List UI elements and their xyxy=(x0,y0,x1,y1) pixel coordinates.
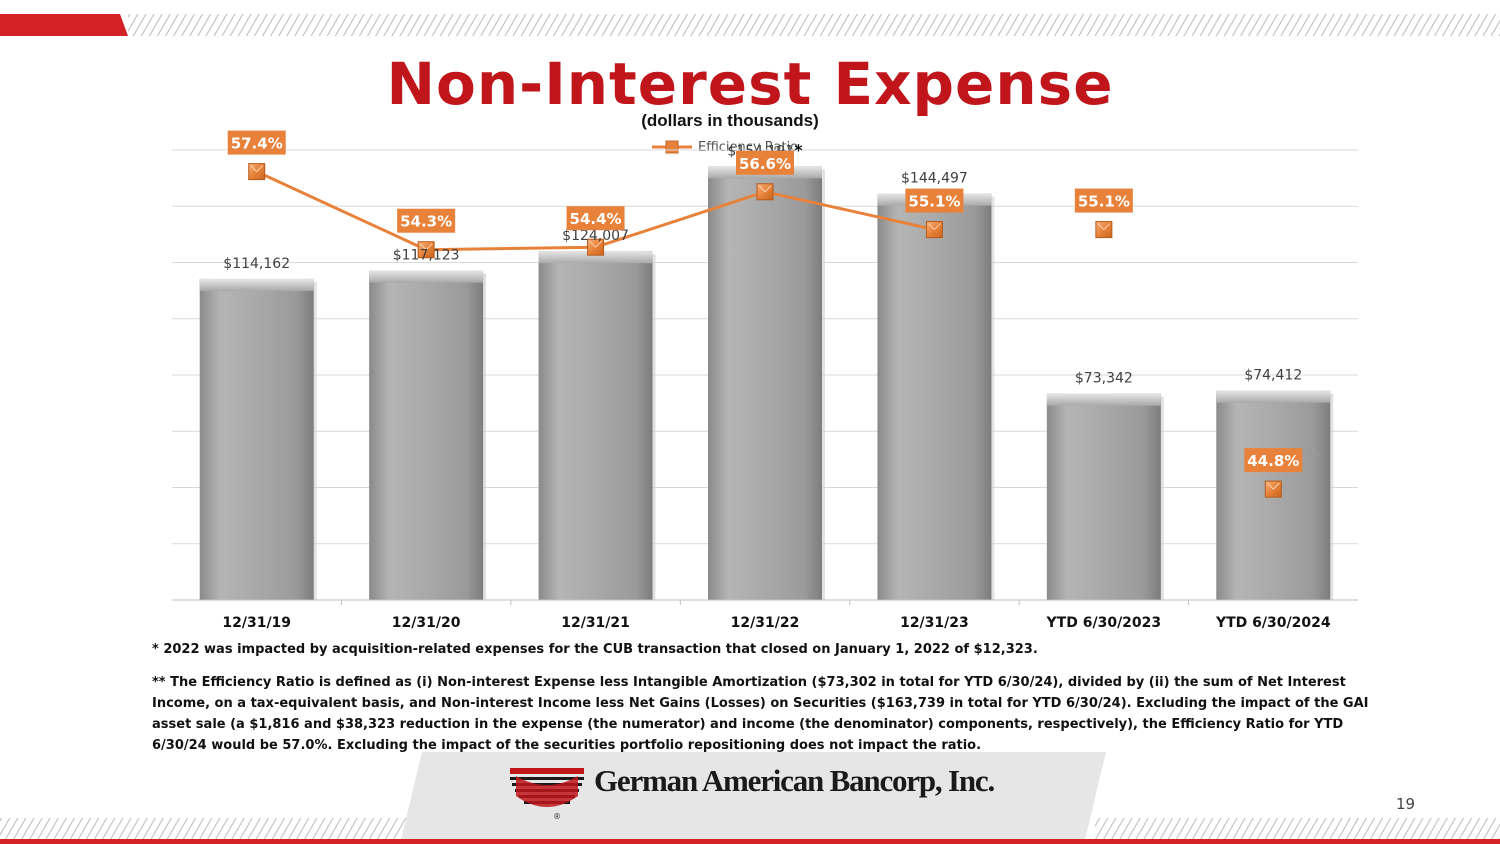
bar-bevel xyxy=(1216,390,1331,403)
bar-body xyxy=(538,251,653,600)
efficiency-ratio-marker xyxy=(756,183,774,201)
x-tick-label: YTD 6/30/2024 xyxy=(1215,615,1331,631)
bar-bevel xyxy=(1046,393,1161,406)
bar-body xyxy=(199,278,314,600)
bar xyxy=(538,251,656,600)
bar-body xyxy=(369,270,484,600)
efficiency-ratio-value: 55.1% xyxy=(1078,193,1130,211)
bar-bevel xyxy=(369,270,484,283)
x-tick-label: YTD 6/30/2023 xyxy=(1046,615,1162,631)
bar-body xyxy=(708,166,822,600)
label-box xyxy=(736,150,794,175)
efficiency-ratio-marker xyxy=(1264,480,1282,498)
bar xyxy=(1216,390,1334,600)
slide-subtitle: (dollars in thousands) xyxy=(641,111,819,130)
label-box xyxy=(1244,448,1303,473)
efficiency-ratio-value: 54.3% xyxy=(400,213,452,231)
x-tick-label: 12/31/20 xyxy=(392,615,461,631)
bar-value-label: $124,007 xyxy=(562,228,629,244)
efficiency-ratio-label: 44.8% ** xyxy=(1244,448,1323,473)
efficiency-ratio-value: 44.8% xyxy=(1247,452,1299,470)
bar-body xyxy=(877,193,992,601)
bar xyxy=(708,166,825,600)
bar-value-label: $117,123 xyxy=(393,248,460,264)
marker-bevel xyxy=(928,223,941,231)
efficiency-ratio-marker xyxy=(587,238,605,256)
x-tick-label: 12/31/21 xyxy=(561,615,630,631)
marker-bevel xyxy=(1097,223,1111,231)
efficiency-ratio-mark: ** xyxy=(1306,451,1323,466)
efficiency-ratio-value: 55.1% xyxy=(908,193,960,211)
bar-bevel xyxy=(538,251,653,264)
marker-bevel xyxy=(589,240,602,248)
bar xyxy=(1046,393,1164,600)
efficiency-ratio-marker xyxy=(1095,221,1113,239)
label-box xyxy=(1074,188,1133,213)
label-box xyxy=(905,188,964,213)
efficiency-ratio-label: 54.3% xyxy=(397,208,456,233)
page-number: 19 xyxy=(1396,795,1416,813)
efficiency-ratio-marker xyxy=(417,241,435,259)
bar xyxy=(877,193,995,601)
bar-label-mark: * xyxy=(794,140,803,159)
footnote-acquisition: * 2022 was impacted by acquisition-relat… xyxy=(152,642,1038,657)
bottom-hatch-left xyxy=(0,818,410,840)
efficiency-ratio-marker xyxy=(925,221,943,239)
bar-value-label: $144,497 xyxy=(901,171,968,187)
bar-body xyxy=(1046,393,1161,600)
bar xyxy=(369,270,487,600)
top-hatch-band xyxy=(128,14,1500,36)
x-tick-label: 12/31/23 xyxy=(900,615,969,631)
marker-bevel xyxy=(1266,482,1280,490)
label-box xyxy=(227,130,286,155)
bottom-red-rule xyxy=(0,839,1500,844)
efficiency-ratio-value: 57.4% xyxy=(231,135,283,153)
marker-bevel xyxy=(419,243,433,251)
slide-title: Non-Interest Expense xyxy=(386,50,1114,118)
logo-band xyxy=(400,752,1106,844)
marker-bevel xyxy=(758,185,772,193)
bottom-hatch-right xyxy=(1095,818,1500,840)
efficiency-expense-chart: $114,162$117,123$124,007$154,191*$144,49… xyxy=(172,130,1358,631)
bar xyxy=(199,278,317,600)
efficiency-ratio-value: 54.4% xyxy=(570,210,622,228)
efficiency-ratio-label: 55.1% xyxy=(905,188,964,213)
top-red-accent xyxy=(0,14,128,36)
bar-value-label: $114,162 xyxy=(223,256,290,272)
efficiency-ratio-label: 57.4% xyxy=(227,130,286,155)
x-tick-label: 12/31/22 xyxy=(731,615,800,631)
efficiency-ratio-value: 56.6% xyxy=(739,155,791,173)
marker-bevel xyxy=(250,165,264,173)
efficiency-ratio-label: 55.1% xyxy=(1074,188,1133,213)
label-box xyxy=(566,206,625,231)
efficiency-ratio-marker xyxy=(248,163,266,181)
registered-mark: ® xyxy=(553,812,561,821)
bar-bevel xyxy=(199,278,314,291)
efficiency-ratio-label: 54.4% xyxy=(566,206,625,231)
company-name: German American Bancorp, Inc. xyxy=(594,763,995,798)
company-logo-icon xyxy=(510,768,584,818)
legend-label: Efficiency Ratio xyxy=(698,139,799,155)
footnote-efficiency-ratio: ** The Efficiency Ratio is defined as (i… xyxy=(152,675,1369,753)
efficiency-ratio-label: 56.6% xyxy=(736,150,794,175)
label-box xyxy=(397,208,456,233)
x-tick-label: 12/31/19 xyxy=(222,615,291,631)
bar-value-label: $74,412 xyxy=(1244,368,1302,384)
bar-value-label: $73,342 xyxy=(1075,371,1133,387)
